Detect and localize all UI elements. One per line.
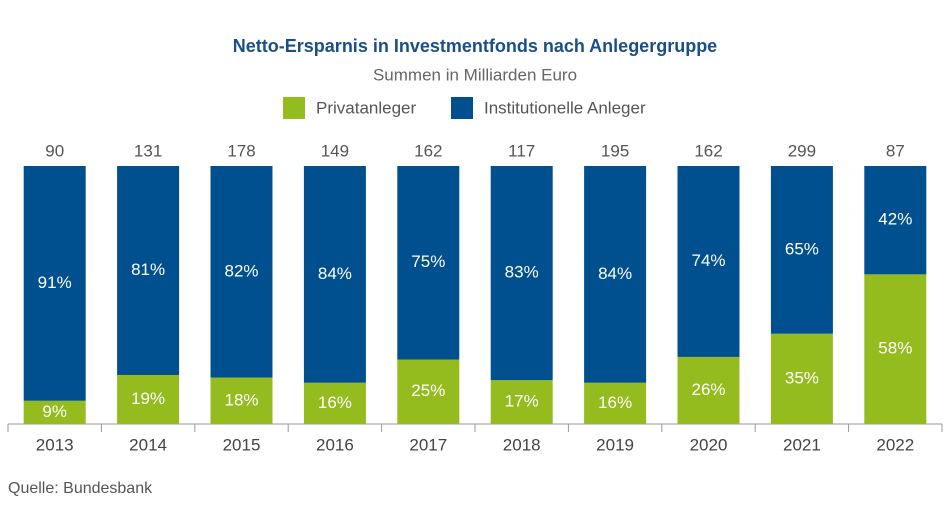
value-label: 91% [38, 273, 72, 292]
value-label: 26% [691, 380, 725, 399]
total-label: 131 [134, 141, 162, 160]
total-label: 299 [788, 141, 816, 160]
value-label: 84% [318, 264, 352, 283]
bar-segment [303, 382, 366, 424]
bar-segment [117, 374, 180, 424]
x-tick-label: 2017 [409, 435, 447, 454]
total-label: 90 [45, 141, 64, 160]
total-label: 117 [508, 141, 535, 160]
x-tick-label: 2019 [596, 435, 634, 454]
bar-segment [23, 166, 86, 401]
x-tick-label: 2014 [129, 435, 167, 454]
chart-title: Netto-Ersparnis in Investmentfonds nach … [233, 36, 717, 56]
bar-segment [770, 333, 833, 424]
bar-segment [490, 380, 553, 424]
value-label: 17% [505, 392, 539, 411]
value-label: 81% [131, 260, 165, 279]
value-label: 16% [318, 393, 352, 412]
value-label: 25% [411, 381, 445, 400]
bar-segment [117, 166, 180, 375]
value-label: 58% [878, 339, 912, 358]
value-label: 16% [598, 393, 632, 412]
bar-segment [770, 166, 833, 334]
legend-label: Privatanleger [316, 98, 417, 117]
value-label: 9% [42, 402, 67, 421]
total-label: 87 [886, 141, 905, 160]
value-label: 18% [224, 390, 258, 409]
value-label: 65% [785, 239, 819, 258]
x-tick-label: 2021 [783, 435, 821, 454]
bar-segment [677, 356, 740, 424]
bar-segment [397, 359, 460, 424]
total-label: 162 [694, 141, 722, 160]
value-label: 35% [785, 368, 819, 387]
total-label: 162 [414, 141, 442, 160]
x-tick-label: 2022 [876, 435, 914, 454]
bar-segment [397, 166, 460, 360]
x-tick-label: 2020 [690, 435, 728, 454]
bar-segment [303, 166, 366, 383]
value-label: 84% [598, 264, 632, 283]
value-label: 19% [131, 389, 165, 408]
bar-segment [864, 166, 927, 275]
total-label: 178 [227, 141, 255, 160]
value-label: 83% [505, 263, 539, 282]
value-label: 82% [224, 261, 258, 280]
bar-segment [490, 166, 553, 381]
chart-subtitle: Summen in Milliarden Euro [373, 65, 577, 84]
bar-segment [210, 377, 273, 424]
bar-segment [677, 166, 740, 357]
legend-swatch [283, 97, 305, 119]
bar-segment [584, 382, 647, 424]
total-label: 149 [321, 141, 349, 160]
value-label: 74% [691, 251, 725, 270]
value-label: 75% [411, 252, 445, 271]
bar-segment [584, 166, 647, 383]
x-tick-label: 2015 [223, 435, 261, 454]
x-tick-label: 2013 [36, 435, 74, 454]
value-label: 42% [878, 210, 912, 229]
x-tick-label: 2018 [503, 435, 541, 454]
legend-swatch [451, 97, 473, 119]
total-label: 195 [601, 141, 629, 160]
source-note: Quelle: Bundesbank [8, 480, 153, 497]
bar-segment [23, 400, 86, 424]
bar-segment [210, 166, 273, 378]
bar-segment [864, 274, 927, 424]
legend-label: Institutionelle Anleger [484, 98, 646, 117]
x-tick-label: 2016 [316, 435, 354, 454]
